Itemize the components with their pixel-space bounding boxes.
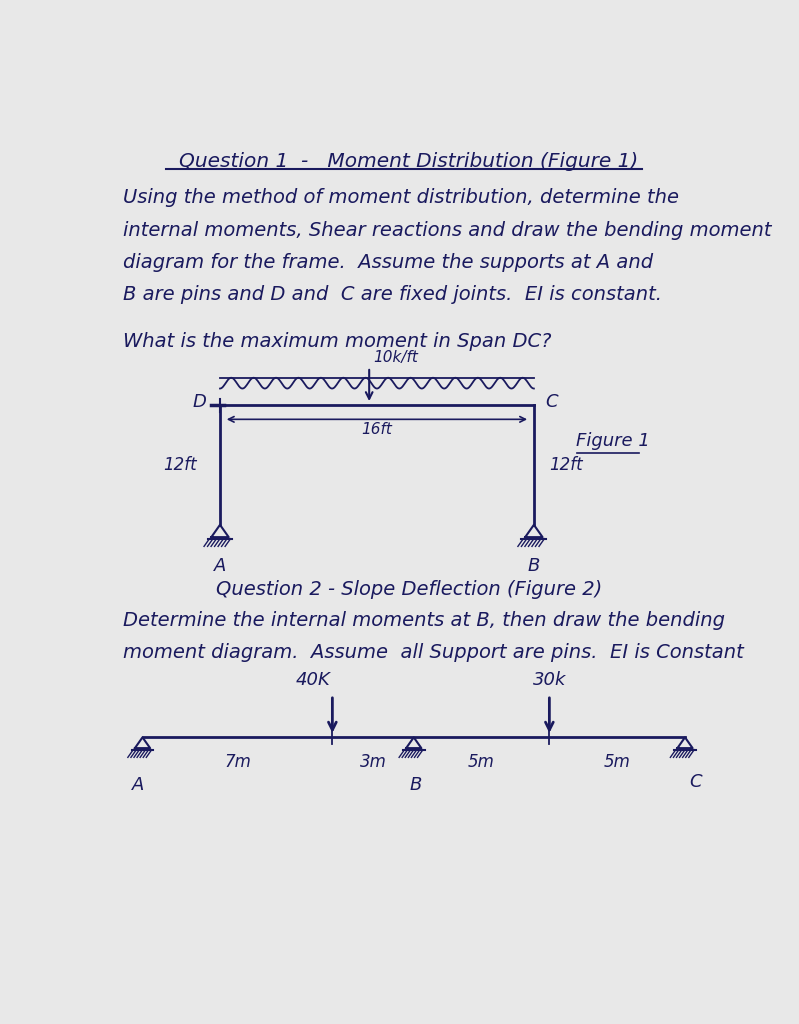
- Text: diagram for the frame.  Assume the supports at A and: diagram for the frame. Assume the suppor…: [123, 253, 654, 272]
- Text: 16ft: 16ft: [361, 422, 392, 436]
- Text: 3m: 3m: [360, 753, 387, 771]
- Text: 10k/ft: 10k/ft: [373, 350, 418, 366]
- Text: D: D: [193, 392, 206, 411]
- Text: 5m: 5m: [468, 753, 495, 771]
- Text: 30k: 30k: [533, 671, 566, 689]
- Text: Determine the internal moments at B, then draw the bending: Determine the internal moments at B, the…: [123, 611, 725, 630]
- Text: Question 1  -   Moment Distribution (Figure 1): Question 1 - Moment Distribution (Figure…: [180, 153, 638, 171]
- Text: What is the maximum moment in Span DC?: What is the maximum moment in Span DC?: [123, 332, 551, 350]
- Text: Using the method of moment distribution, determine the: Using the method of moment distribution,…: [123, 188, 679, 207]
- Text: moment diagram.  Assume  all Support are pins.  EI is Constant: moment diagram. Assume all Support are p…: [123, 643, 744, 663]
- Text: C: C: [689, 773, 702, 791]
- Text: 12ft: 12ft: [550, 456, 583, 474]
- Text: internal moments, Shear reactions and draw the bending moment: internal moments, Shear reactions and dr…: [123, 220, 772, 240]
- Text: B: B: [410, 776, 422, 794]
- Text: C: C: [546, 392, 559, 411]
- Text: 7m: 7m: [224, 753, 251, 771]
- Text: 12ft: 12ft: [163, 456, 197, 474]
- Text: A: A: [133, 776, 145, 794]
- Text: Figure 1: Figure 1: [577, 432, 650, 450]
- Text: B: B: [527, 557, 540, 575]
- Text: 5m: 5m: [604, 753, 630, 771]
- Text: B are pins and D and  C are fixed joints.  EI is constant.: B are pins and D and C are fixed joints.…: [123, 286, 662, 304]
- Text: 40K: 40K: [296, 671, 330, 689]
- Text: A: A: [214, 557, 226, 575]
- Text: Question 2 - Slope Deflection (Figure 2): Question 2 - Slope Deflection (Figure 2): [216, 581, 602, 599]
